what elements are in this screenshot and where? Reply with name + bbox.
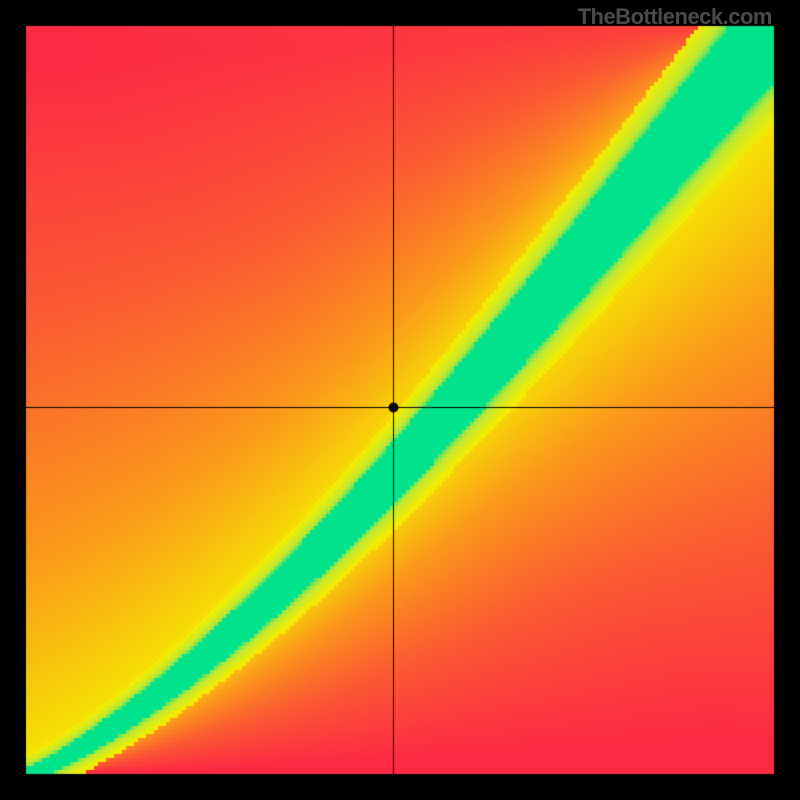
heatmap-canvas [0,0,800,800]
watermark-text: TheBottleneck.com [578,4,772,30]
chart-container: TheBottleneck.com [0,0,800,800]
